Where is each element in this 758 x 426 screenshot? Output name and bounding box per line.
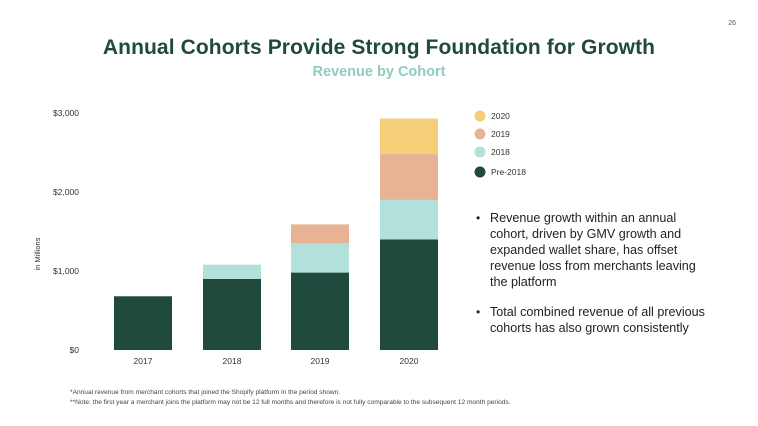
bullet-item: Total combined revenue of all previous c…: [476, 304, 716, 336]
bar-segment-pre-2018: [380, 239, 438, 350]
bar-segment-2018: [380, 199, 438, 240]
y-tick-label: $3,000: [53, 108, 79, 118]
bar-segment-2018: [203, 264, 261, 279]
legend-swatch: [474, 110, 486, 122]
chart-subtitle: Revenue by Cohort: [312, 64, 446, 80]
bar-segment-2019: [380, 154, 438, 200]
legend-swatch: [474, 166, 486, 178]
x-tick-label: 2018: [223, 356, 242, 366]
y-tick-label: $2,000: [53, 187, 79, 197]
bullet-item: Revenue growth within an annual cohort, …: [476, 210, 716, 290]
footnote: *Annual revenue from merchant cohorts th…: [70, 389, 341, 396]
bullet-list: Revenue growth within an annual cohort, …: [476, 210, 716, 350]
x-tick-label: 2020: [400, 356, 419, 366]
page-title: Annual Cohorts Provide Strong Foundation…: [102, 36, 656, 59]
bar-segment-pre-2018: [114, 296, 172, 350]
bar-segment-2018: [291, 243, 349, 273]
page-number: 26: [728, 20, 736, 27]
bar-segment-pre-2018: [291, 272, 349, 350]
legend-swatch: [474, 146, 486, 158]
legend-label: 2020: [491, 111, 510, 121]
footnotes: *Annual revenue from merchant cohorts th…: [70, 388, 511, 408]
bar-segment-2019: [291, 224, 349, 244]
y-tick-label: $1,000: [53, 266, 79, 276]
legend-label: Pre-2018: [491, 167, 526, 177]
x-tick-label: 2019: [311, 356, 330, 366]
y-axis-label: in Millions: [33, 237, 42, 270]
legend-label: 2019: [491, 129, 510, 139]
bar-segment-pre-2018: [203, 278, 261, 350]
legend-swatch: [474, 128, 486, 140]
y-tick-label: $0: [70, 345, 80, 355]
footnote: **Note: the first year a merchant joins …: [70, 399, 511, 406]
x-tick-label: 2017: [134, 356, 153, 366]
bar-segment-2020: [380, 118, 438, 155]
legend-label: 2018: [491, 147, 510, 157]
